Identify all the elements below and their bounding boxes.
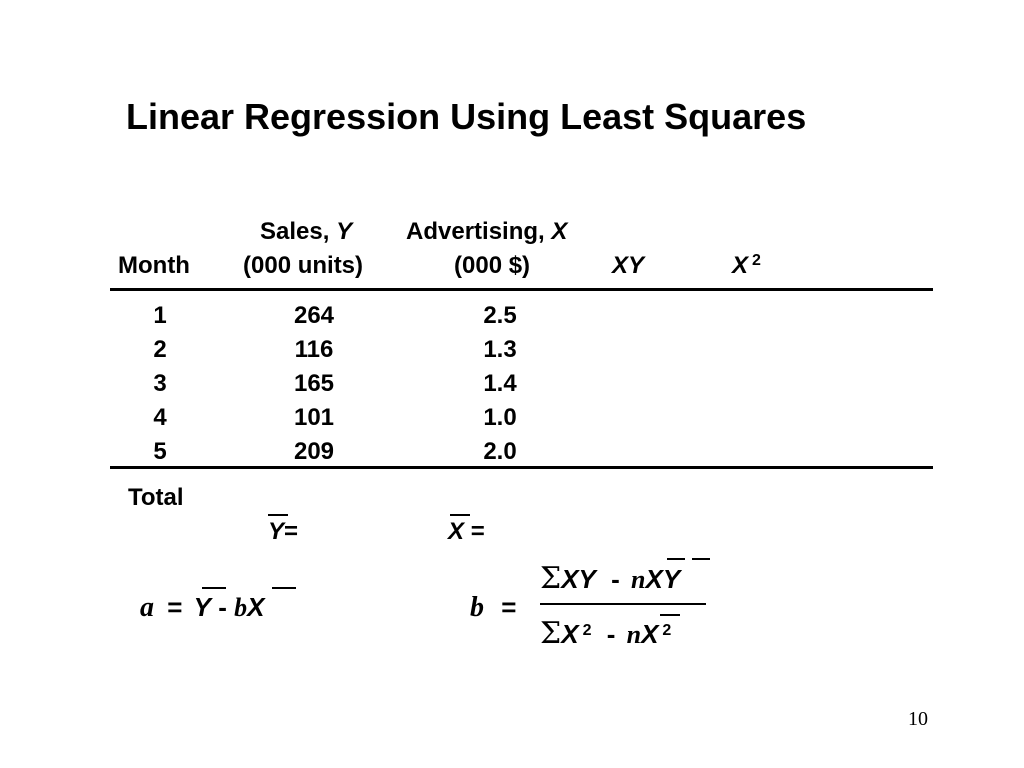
row-2-sales: 116 (294, 336, 334, 363)
x-mean: X = (448, 518, 485, 545)
table-bottom-rule (110, 466, 933, 469)
row-3-advertising: 1.4 (483, 370, 517, 397)
row-4-sales: 101 (293, 404, 335, 431)
formula-a: a = Y - bX (140, 592, 265, 623)
row-1-advertising: 2.5 (483, 302, 517, 329)
row-4-advertising: 1.0 (483, 404, 517, 431)
header-month: Month (118, 252, 190, 279)
formula-b-lhs: b = (470, 592, 517, 623)
row-1-month: 1 (153, 302, 167, 329)
slide-title: Linear Regression Using Least Squares (126, 96, 807, 137)
header-advertising-top: Advertising, X (406, 218, 568, 245)
page-number: 10 (908, 708, 928, 730)
sales-variable: Y (336, 218, 353, 245)
x-mean-overbar (450, 514, 470, 516)
fraction-line (540, 603, 706, 605)
formula-b-denominator: ΣX 2 - nX 2 (540, 616, 672, 651)
header-advertising-unit: (000 $) (454, 252, 531, 279)
total-label: Total (128, 484, 184, 511)
row-5-month: 5 (153, 438, 167, 465)
formula-b-numerator: ΣXY - nXY (540, 561, 681, 596)
row-2-advertising: 1.3 (483, 336, 517, 363)
table-top-rule (110, 288, 933, 291)
formula-a-y-overbar (202, 587, 226, 589)
advertising-variable: X (551, 218, 568, 245)
row-3-month: 3 (153, 370, 167, 397)
header-sales-unit: (000 units) (243, 252, 364, 279)
y-mean: Y= (268, 518, 299, 545)
numerator-x-overbar (667, 558, 685, 560)
row-5-advertising: 2.0 (483, 438, 517, 465)
denominator-x-overbar (660, 614, 680, 616)
header-sales-top: Sales, Y (260, 218, 353, 245)
row-4-month: 4 (153, 404, 167, 431)
formula-a-x-overbar (272, 587, 296, 589)
row-5-sales: 209 (293, 438, 335, 465)
row-1-sales: 264 (293, 302, 335, 329)
y-mean-overbar (268, 514, 288, 516)
numerator-y-overbar (692, 558, 710, 560)
row-3-sales: 165 (293, 370, 335, 397)
row-2-month: 2 (153, 336, 167, 363)
header-xy: XY (612, 252, 645, 279)
